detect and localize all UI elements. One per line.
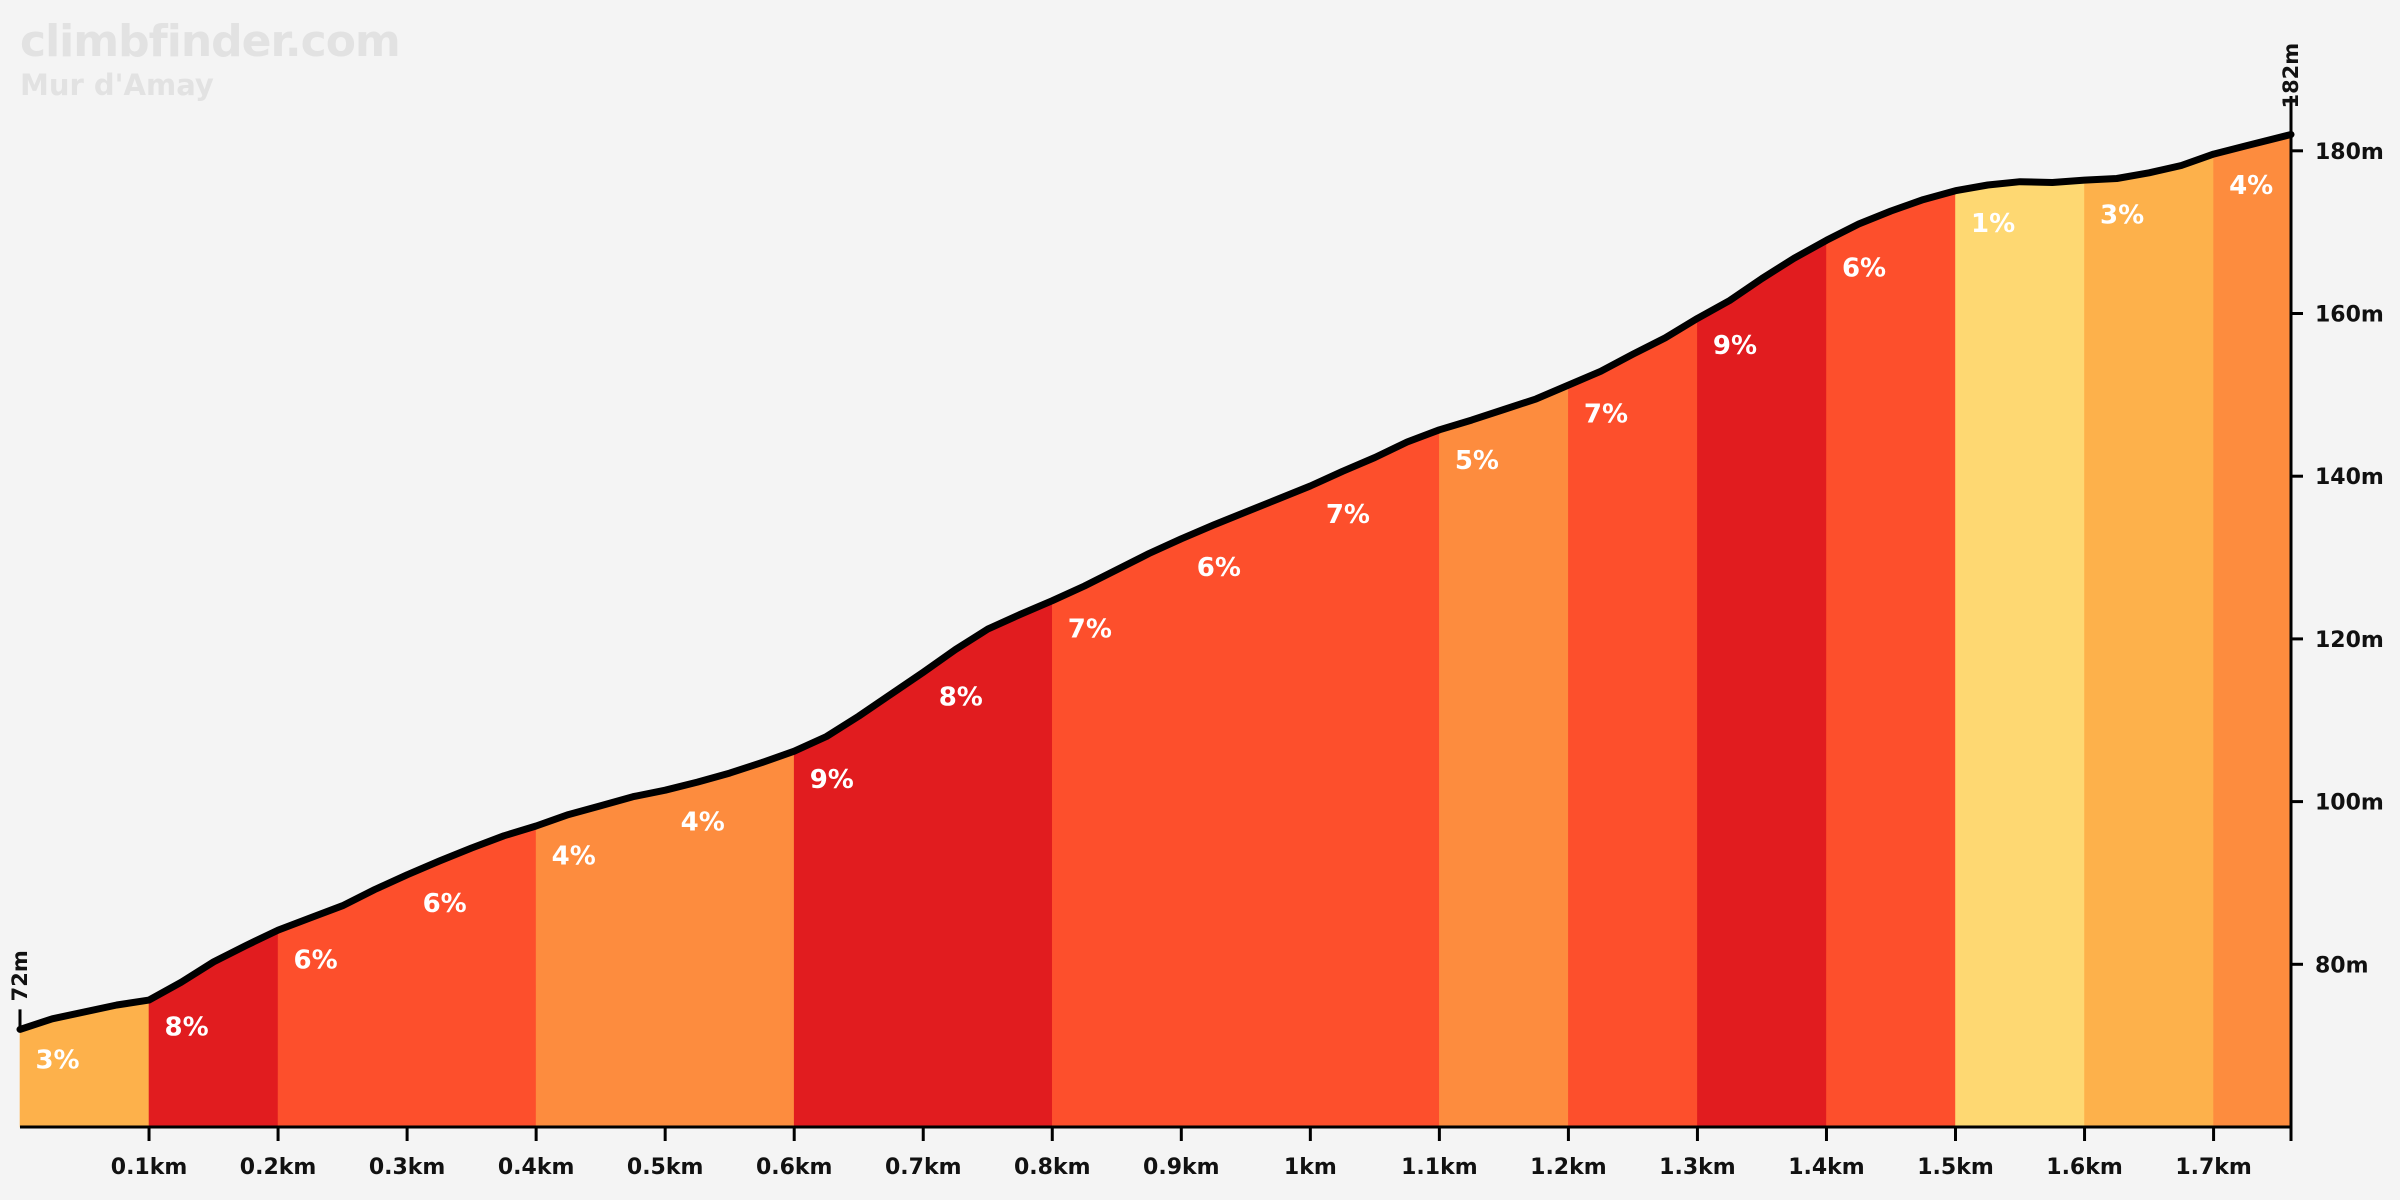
gradient-label: 9% [1713,331,1757,361]
y-tick-label: 120m [2315,628,2384,653]
x-tick-label: 1.2km [1530,1155,1607,1180]
gradient-label: 7% [1326,500,1370,530]
gradient-label: 6% [294,945,338,975]
gradient-label: 8% [939,682,983,712]
y-tick-label: 180m [2315,140,2384,165]
x-tick-label: 1.3km [1659,1155,1736,1180]
gradient-label: 4% [552,842,596,872]
x-tick-label: 1.1km [1401,1155,1478,1180]
y-tick-label: 140m [2315,465,2384,490]
gradient-label: 6% [1197,553,1241,583]
x-tick-label: 1.7km [2175,1155,2252,1180]
x-tick-label: 0.2km [240,1155,317,1180]
gradient-label: 4% [2229,171,2273,201]
gradient-segment-6 [1439,384,1569,1128]
gradient-segment-10 [1955,179,2085,1128]
gradient-label: 8% [165,1013,209,1043]
gradient-label: 1% [1971,209,2015,239]
x-tick-label: 0.8km [1014,1155,1091,1180]
gradient-label: 6% [423,889,467,919]
gradient-segment-4 [793,600,1053,1128]
climb-name: Mur d'Amay [20,68,214,102]
gradient-segment-5 [1051,429,1440,1128]
gradient-label: 6% [1842,253,1886,283]
gradient-label: 7% [1068,615,1112,645]
x-tick-label: 0.6km [756,1155,833,1180]
x-tick-label: 0.4km [498,1155,575,1180]
gradient-segment-8 [1697,239,1827,1128]
brand-logo-text: climbfinder.com [20,16,401,67]
elevation-profile-line [16,131,2295,1033]
x-tick-label: 1.4km [1788,1155,1865,1180]
gradient-segment-11 [2084,153,2214,1128]
gradient-label: 5% [1455,446,1499,476]
x-tick-label: 0.1km [111,1155,188,1180]
gradient-label: 4% [681,807,725,837]
x-tick-label: 0.5km [627,1155,704,1180]
x-tick-label: 1.6km [2046,1155,2123,1180]
x-tick-label: 0.3km [369,1155,446,1180]
gradient-label: 9% [810,765,854,795]
x-tick-label: 0.9km [1143,1155,1220,1180]
x-tick-label: 1.5km [1917,1155,1994,1180]
y-tick-label: 160m [2315,303,2384,328]
x-tick-label: 1km [1284,1155,1337,1180]
gradient-label: 3% [2100,200,2144,230]
gradient-segment-7 [1568,317,1698,1128]
y-tick-label: 80m [2315,953,2369,978]
end-elevation-label: 182m [2279,43,2303,109]
gradient-label: 7% [1584,399,1628,429]
y-tick-label: 100m [2315,791,2384,816]
start-elevation-label: 72m [8,950,32,1001]
gradient-segment-3 [535,750,795,1128]
x-tick-label: 0.7km [885,1155,962,1180]
gradient-label: 3% [35,1045,79,1075]
gradient-segment-9 [1826,190,1956,1128]
gradient-segment-12 [2213,134,2292,1128]
